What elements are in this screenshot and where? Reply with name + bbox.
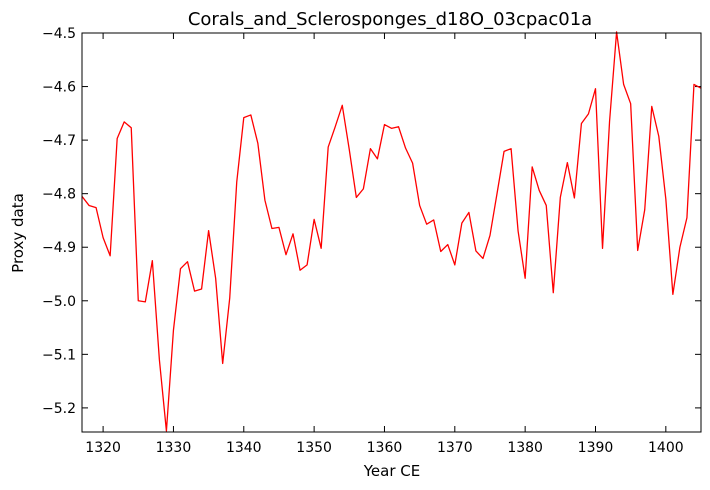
- ticks-layer: [82, 32, 701, 432]
- x-tick-label: 1360: [367, 440, 403, 456]
- tick-labels-layer: 1320 1330 1340 1350 1360 1370 1380 1390 1400 −5.2…: [42, 26, 684, 456]
- x-tick-label: 1400: [648, 440, 684, 456]
- y-tick-label: −4.6: [42, 80, 76, 96]
- series-line: [81, 31, 702, 432]
- y-axis-label: Proxy data: [9, 193, 27, 273]
- x-axis-label: Year CE: [363, 462, 420, 480]
- x-tick-label: 1340: [226, 440, 262, 456]
- x-tick-label: 1370: [437, 440, 473, 456]
- x-tick-label: 1380: [507, 440, 543, 456]
- series-layer: [81, 31, 702, 432]
- y-tick-label: −4.5: [42, 26, 76, 42]
- y-tick-label: −4.9: [42, 240, 76, 256]
- x-tick-label: 1330: [156, 440, 192, 456]
- y-tick-label: −5.1: [42, 347, 76, 363]
- plot-frame: [81, 32, 702, 433]
- y-tick-label: −5.2: [42, 401, 76, 417]
- y-tick-label: −4.7: [42, 133, 76, 149]
- y-tick-label: −5.0: [42, 294, 76, 310]
- x-tick-label: 1390: [578, 440, 614, 456]
- x-tick-label: 1320: [85, 440, 121, 456]
- chart-title: Corals_and_Sclerosponges_d18O_03cpac01a: [188, 9, 592, 30]
- x-tick-label: 1350: [296, 440, 332, 456]
- plot-area: [82, 33, 701, 432]
- y-tick-label: −4.8: [42, 187, 76, 203]
